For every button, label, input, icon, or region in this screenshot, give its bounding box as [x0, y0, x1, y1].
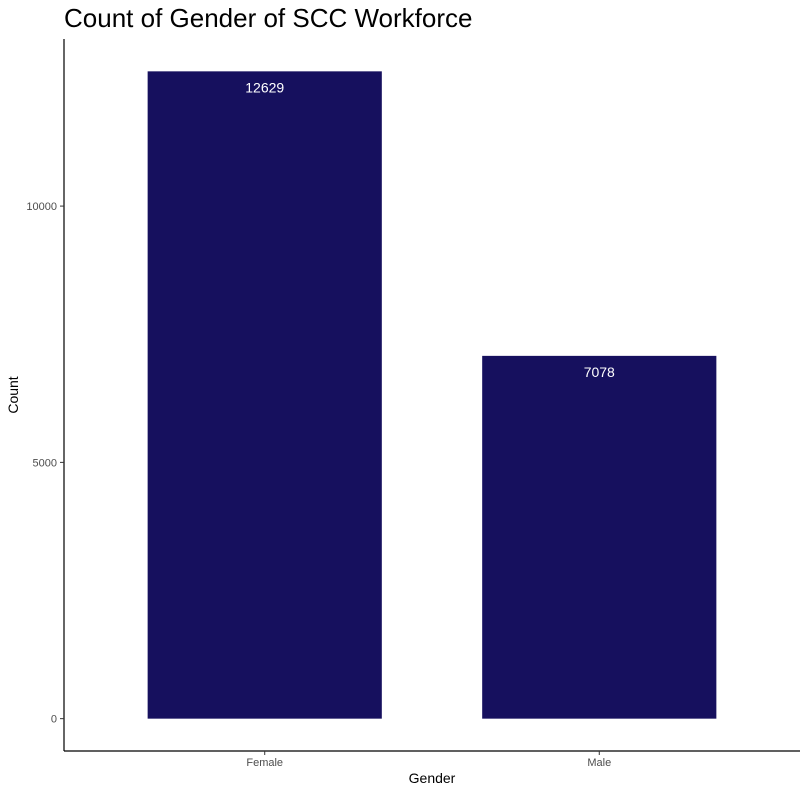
- bar-female: [147, 71, 382, 719]
- y-tick-label-10000: 10000: [26, 201, 57, 213]
- x-tick-label-female: Female: [246, 757, 283, 769]
- bar-male: [482, 355, 717, 719]
- y-tick-label-5000: 5000: [33, 457, 57, 469]
- x-tick-label-male: Male: [587, 757, 611, 769]
- plot-area: 12629 7078: [147, 71, 717, 719]
- y-tick-label-0: 0: [51, 714, 57, 726]
- data-label-female: 12629: [245, 79, 284, 95]
- data-label-male: 7078: [584, 364, 615, 380]
- y-axis-title: Count: [5, 376, 21, 413]
- x-axis-title: Gender: [409, 770, 456, 786]
- axes: Female Male 0 5000 10000: [26, 201, 611, 769]
- chart-title: Count of Gender of SCC Workforce: [64, 3, 472, 33]
